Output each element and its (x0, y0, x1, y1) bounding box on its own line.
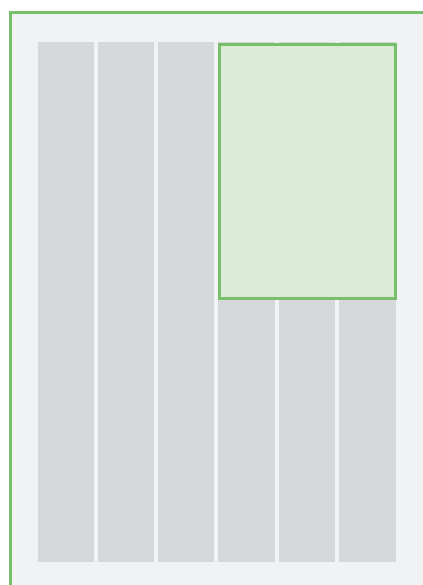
selection-box[interactable] (218, 43, 397, 300)
column (98, 42, 154, 562)
column (158, 42, 214, 562)
column (38, 42, 94, 562)
